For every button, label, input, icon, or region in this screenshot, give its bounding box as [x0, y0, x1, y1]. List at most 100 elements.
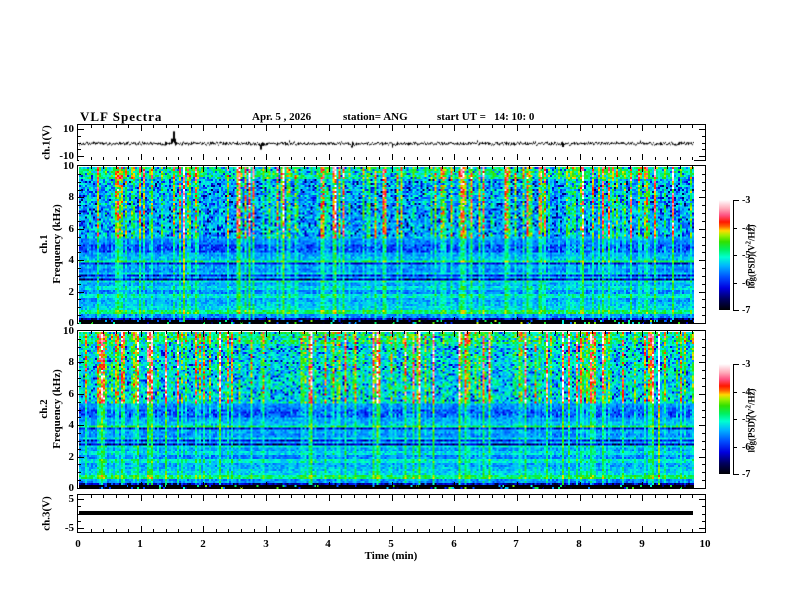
tick-mark	[78, 441, 81, 442]
tick-mark	[203, 495, 204, 501]
tick-mark	[103, 157, 104, 160]
y-tick-label: 0	[68, 317, 75, 329]
tick-mark	[692, 529, 693, 532]
tick-mark	[116, 331, 117, 334]
tick-mark	[702, 514, 705, 515]
tick-mark	[655, 331, 656, 334]
tick-mark	[279, 529, 280, 532]
tick-mark	[241, 157, 242, 160]
tick-mark	[467, 529, 468, 532]
x-tick-label: 4	[325, 538, 331, 550]
tick-mark	[542, 125, 543, 128]
tick-mark	[517, 154, 518, 160]
tick-mark	[567, 495, 568, 498]
tick-mark	[203, 154, 204, 160]
tick-mark	[191, 485, 192, 488]
tick-mark	[166, 529, 167, 532]
tick-mark	[191, 529, 192, 532]
tick-mark	[702, 276, 705, 277]
tick-mark	[542, 495, 543, 498]
colorbar-tick-label: -3	[742, 195, 751, 206]
y-tick-label: 4	[68, 419, 75, 431]
tick-mark	[702, 143, 705, 144]
tick-mark	[479, 125, 480, 128]
tick-mark	[241, 529, 242, 532]
tick-mark	[103, 320, 104, 323]
tick-mark	[702, 433, 705, 434]
tick-mark	[454, 154, 455, 160]
colorbar-gradient	[719, 364, 730, 474]
tick-mark	[542, 485, 543, 488]
tick-mark	[166, 125, 167, 128]
tick-mark	[655, 320, 656, 323]
ch2-spectrogram-canvas	[79, 332, 694, 489]
y-tick-label: 6	[68, 223, 75, 235]
colorbar-tick	[733, 364, 739, 365]
tick-mark	[166, 331, 167, 334]
tick-mark	[78, 205, 81, 206]
tick-mark	[78, 237, 81, 238]
tick-mark	[442, 529, 443, 532]
tick-mark	[492, 331, 493, 334]
tick-mark	[241, 485, 242, 488]
colorbar-tick-label: -4	[742, 223, 751, 234]
tick-mark	[91, 485, 92, 488]
tick-mark	[78, 284, 81, 285]
tick-mark	[702, 386, 705, 387]
tick-mark	[630, 331, 631, 334]
tick-mark	[366, 166, 367, 169]
tick-mark	[567, 157, 568, 160]
tick-mark	[404, 529, 405, 532]
tick-mark	[630, 495, 631, 498]
tick-mark	[392, 154, 393, 160]
tick-mark	[241, 495, 242, 498]
tick-mark	[78, 136, 81, 137]
y-tick-label: 6	[68, 388, 75, 400]
tick-mark	[592, 320, 593, 323]
tick-mark	[203, 317, 204, 323]
tick-mark	[254, 157, 255, 160]
tick-mark	[216, 485, 217, 488]
tick-mark	[542, 331, 543, 334]
tick-mark	[504, 125, 505, 128]
tick-mark	[702, 464, 705, 465]
tick-mark	[91, 529, 92, 532]
y-tick-label: 0	[68, 482, 75, 494]
tick-mark	[153, 529, 154, 532]
tick-mark	[78, 394, 84, 395]
tick-mark	[266, 317, 267, 323]
tick-mark	[517, 526, 518, 532]
tick-mark	[702, 237, 705, 238]
tick-mark	[91, 320, 92, 323]
tick-mark	[580, 482, 581, 488]
tick-mark	[153, 485, 154, 488]
tick-mark	[699, 292, 705, 293]
tick-mark	[479, 331, 480, 334]
tick-mark	[329, 125, 330, 131]
tick-mark	[304, 495, 305, 498]
tick-mark	[580, 495, 581, 501]
tick-mark	[417, 495, 418, 498]
tick-mark	[692, 320, 693, 323]
tick-mark	[567, 166, 568, 169]
y-tick-label: -5	[64, 522, 74, 534]
tick-mark	[454, 331, 455, 337]
tick-mark	[699, 362, 705, 363]
tick-mark	[692, 495, 693, 498]
tick-mark	[529, 485, 530, 488]
tick-mark	[166, 495, 167, 498]
tick-mark	[379, 166, 380, 169]
tick-mark	[392, 495, 393, 501]
tick-mark	[699, 229, 705, 230]
tick-mark	[228, 157, 229, 160]
tick-mark	[630, 529, 631, 532]
tick-mark	[78, 362, 84, 363]
tick-mark	[454, 317, 455, 323]
tick-mark	[580, 317, 581, 323]
tick-mark	[128, 125, 129, 128]
x-tick-label: 8	[576, 538, 582, 550]
tick-mark	[291, 331, 292, 334]
tick-mark	[78, 472, 81, 473]
tick-mark	[417, 320, 418, 323]
tick-mark	[366, 529, 367, 532]
